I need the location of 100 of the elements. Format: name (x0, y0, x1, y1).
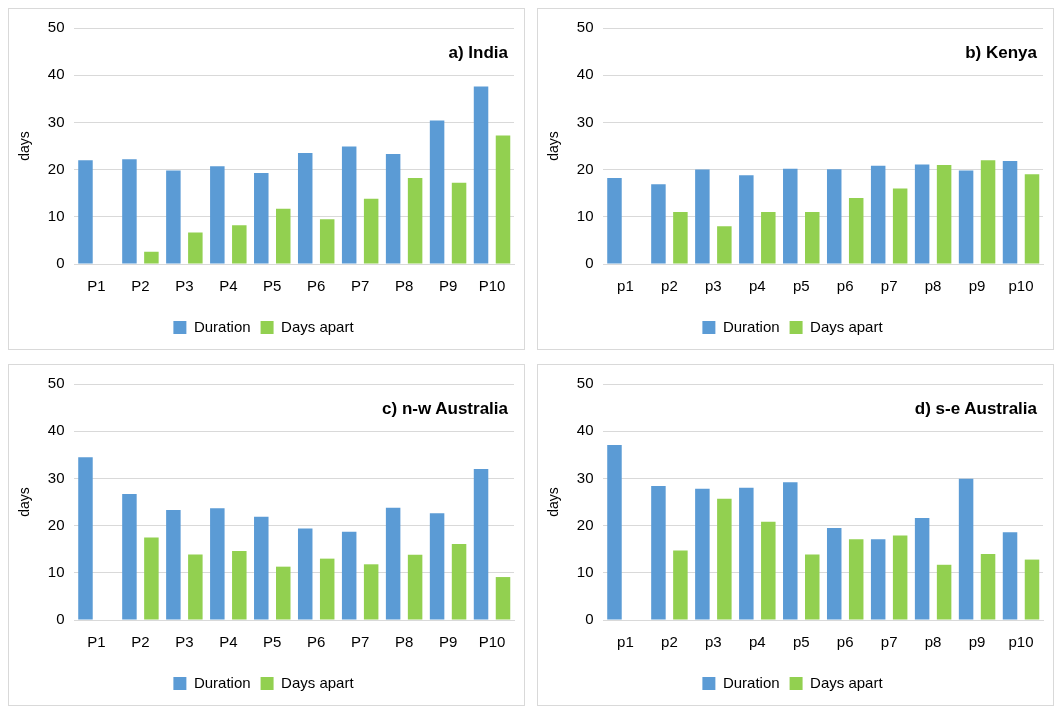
bar (254, 172, 269, 264)
y-tick-label: 50 (576, 18, 594, 36)
bar (473, 468, 489, 620)
bar (761, 212, 776, 264)
bar (739, 175, 754, 264)
y-tick-label: 0 (585, 610, 594, 628)
bar (232, 225, 247, 264)
legend-label: Days apart (281, 317, 355, 335)
x-tick-label: p9 (968, 633, 986, 651)
bar (651, 485, 666, 620)
y-tick-label: 0 (56, 254, 65, 272)
bar (695, 169, 710, 264)
x-tick-label: P3 (175, 277, 194, 295)
bar (210, 166, 225, 264)
bar (122, 493, 137, 620)
bar (892, 535, 908, 620)
x-tick-label: p5 (792, 633, 810, 651)
bar (695, 488, 710, 620)
y-tick-label: 50 (576, 374, 594, 392)
x-tick-label: P5 (263, 277, 282, 295)
bar (319, 219, 335, 264)
bar (407, 178, 423, 264)
bar (936, 164, 952, 264)
y-axis-title: days (545, 131, 562, 161)
x-tick-label: p10 (1008, 633, 1034, 651)
bar (870, 539, 886, 620)
x-tick-label: p6 (836, 277, 854, 295)
bar (188, 232, 203, 264)
bar (870, 165, 886, 264)
bar (1002, 161, 1018, 264)
x-tick-label: p9 (968, 277, 986, 295)
bar (783, 168, 798, 264)
x-tick-label: P1 (87, 633, 106, 651)
bar (363, 564, 379, 620)
y-tick-label: 20 (576, 159, 594, 177)
y-tick-label: 10 (47, 562, 65, 580)
bar (848, 197, 864, 264)
legend-label: Duration (722, 673, 780, 691)
text: d) s-e Australia (914, 398, 1038, 418)
bar (980, 160, 996, 264)
bar (495, 577, 511, 620)
x-tick-label: P1 (87, 277, 106, 295)
x-tick-label: p3 (705, 277, 722, 295)
x-tick-label: p2 (661, 633, 678, 651)
y-tick-label: 10 (576, 562, 594, 580)
bar (78, 160, 93, 264)
x-tick-label: p2 (661, 277, 678, 295)
bar (892, 188, 908, 264)
bar (429, 120, 445, 264)
x-tick-label: P7 (350, 633, 370, 651)
y-axis-title: days (16, 487, 33, 517)
legend-label: Days apart (810, 317, 884, 335)
y-tick-label: 40 (47, 421, 65, 439)
y-tick-label: 30 (47, 112, 65, 130)
bar (607, 178, 622, 264)
bar (958, 170, 974, 264)
y-axis-title: days (545, 487, 562, 517)
bar (144, 251, 159, 264)
x-tick-label: P8 (394, 277, 414, 295)
bar (276, 566, 291, 620)
bar (166, 170, 181, 264)
bar (826, 169, 842, 264)
text: c) n-w Australia (382, 398, 509, 418)
bar (1002, 532, 1018, 620)
bar (407, 554, 423, 620)
bar (188, 554, 203, 620)
y-tick-label: 40 (47, 65, 65, 83)
y-tick-label: 20 (47, 515, 65, 533)
x-tick-label: p8 (924, 277, 942, 295)
legend-label: Days apart (810, 673, 884, 691)
x-tick-label: p8 (924, 633, 942, 651)
text: a) India (448, 42, 509, 62)
bar (297, 528, 313, 620)
y-tick-label: 0 (585, 254, 594, 272)
bar (341, 146, 357, 264)
legend-label: Days apart (281, 673, 355, 691)
y-tick-label: 40 (576, 65, 594, 83)
bar (495, 135, 511, 264)
bar (429, 513, 445, 620)
bar (848, 539, 864, 620)
y-tick-label: 30 (576, 112, 594, 130)
bar (717, 498, 732, 620)
bar (144, 537, 159, 620)
y-tick-label: 30 (47, 468, 65, 486)
bar (341, 531, 357, 620)
x-tick-label: p4 (748, 633, 766, 651)
x-tick-label: p6 (836, 633, 854, 651)
bar (958, 478, 974, 620)
bar (385, 154, 401, 264)
bar (783, 482, 798, 620)
x-tick-label: P6 (307, 633, 326, 651)
bar (739, 487, 754, 620)
bar (651, 184, 666, 264)
y-tick-label: 30 (576, 468, 594, 486)
x-tick-label: P10 (478, 277, 506, 295)
bar (1024, 174, 1040, 264)
x-tick-label: P8 (394, 633, 414, 651)
x-tick-label: p1 (617, 277, 634, 295)
bar (210, 508, 225, 620)
bar (232, 551, 247, 620)
